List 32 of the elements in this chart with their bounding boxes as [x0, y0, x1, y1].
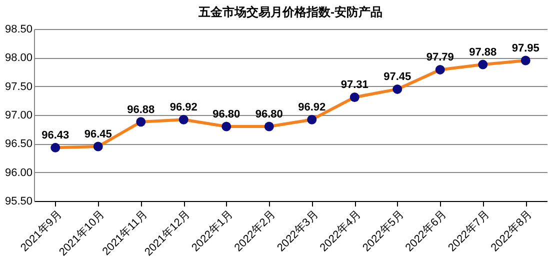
y-tick-label: 97.50	[4, 80, 32, 93]
data-label: 97.31	[340, 79, 368, 92]
point	[264, 122, 274, 132]
data-label: 97.88	[469, 46, 497, 59]
data-label: 96.80	[212, 108, 240, 120]
y-tick-label: 98.00	[4, 52, 32, 64]
point	[136, 117, 146, 127]
data-label: 96.88	[127, 104, 155, 116]
data-label: 97.45	[384, 71, 412, 84]
chart-title: 五金市场交易月价格指数-安防产品	[198, 5, 382, 19]
point	[478, 60, 488, 70]
data-label: 96.43	[42, 130, 70, 142]
data-label: 96.92	[170, 102, 198, 114]
point	[307, 114, 317, 124]
data-label: 97.79	[426, 52, 454, 64]
point	[178, 114, 188, 124]
data-label: 97.95	[512, 42, 540, 55]
point	[222, 122, 232, 132]
y-tick-label: 96.50	[4, 138, 32, 150]
y-tick-label: 98.50	[4, 24, 32, 36]
data-label: 96.92	[298, 102, 326, 114]
point	[350, 92, 360, 102]
point	[435, 64, 445, 74]
point	[93, 142, 103, 152]
y-tick-label: 95.50	[4, 196, 32, 208]
y-tick-label: 97.00	[4, 110, 32, 122]
point	[392, 84, 402, 94]
point	[520, 56, 530, 66]
point	[50, 142, 60, 152]
data-label: 96.45	[84, 128, 112, 141]
data-label: 96.80	[255, 108, 283, 120]
y-tick-label: 96.00	[4, 166, 32, 179]
